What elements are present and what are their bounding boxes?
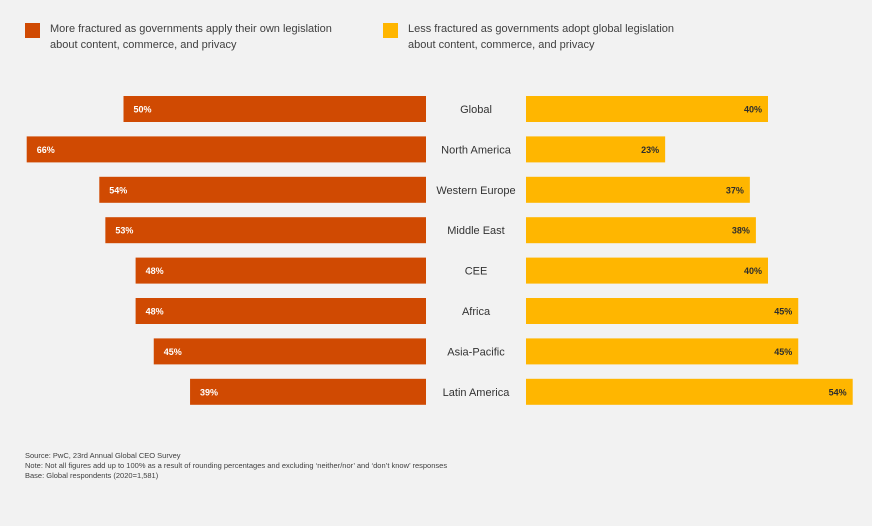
legend-swatch-more-fractured (25, 23, 40, 38)
data-label: 54% (109, 185, 127, 195)
legend-item-less-fractured: Less fractured as governments adopt glob… (383, 21, 728, 53)
bar-less-fractured (526, 217, 756, 244)
category-label: Global (460, 104, 492, 116)
data-label: 53% (115, 226, 133, 236)
legend-label: More fractured as governments apply thei… (50, 21, 370, 53)
bar-less-fractured (526, 338, 799, 365)
category-label: Asia-Pacific (447, 346, 505, 358)
bar-more-fractured (99, 176, 427, 203)
data-label: 48% (146, 307, 164, 317)
diverging-bar-chart: 50% Global 40% 66% North America 23% 54% Wester… (26, 96, 853, 405)
bar-less-fractured (526, 96, 768, 122)
data-label: 54% (829, 387, 847, 397)
data-label: 45% (774, 307, 792, 317)
data-label: 38% (732, 226, 750, 236)
bar-more-fractured (123, 96, 426, 122)
data-label: 50% (134, 105, 152, 115)
bar-less-fractured (526, 176, 750, 203)
bar-more-fractured (135, 298, 426, 324)
bar-less-fractured (526, 136, 666, 163)
category-label: Middle East (447, 225, 504, 237)
bar-more-fractured (153, 338, 426, 365)
bar-less-fractured (526, 298, 799, 324)
legend-label-line2: about content, commerce, and privacy (408, 39, 595, 51)
data-label: 23% (641, 145, 659, 155)
bar-more-fractured (190, 378, 426, 405)
data-label: 66% (37, 145, 55, 155)
source-note: Source: PwC, 23rd Annual Global CEO Surv… (25, 451, 181, 460)
category-label: Latin America (443, 387, 511, 399)
category-label: North America (441, 144, 512, 156)
data-label: 45% (774, 347, 792, 357)
legend-label-line2: about content, commerce, and privacy (50, 39, 237, 51)
bar-less-fractured (526, 378, 853, 405)
data-label: 40% (744, 266, 762, 276)
rounding-note: Note: Not all figures add up to 100% as … (25, 461, 448, 470)
legend-label: Less fractured as governments adopt glob… (408, 21, 728, 53)
data-label: 39% (200, 387, 218, 397)
category-label: Western Europe (436, 185, 515, 197)
legend-swatch-less-fractured (383, 23, 398, 38)
footnotes: Source: PwC, 23rd Annual Global CEO Surv… (25, 451, 447, 481)
data-label: 48% (146, 266, 164, 276)
data-label: 40% (744, 105, 762, 115)
legend-label-line1: More fractured as governments apply thei… (50, 23, 332, 35)
legend-label-line1: Less fractured as governments adopt glob… (408, 23, 674, 35)
category-label: CEE (465, 266, 488, 278)
legend-item-more-fractured: More fractured as governments apply thei… (25, 21, 370, 53)
data-label: 45% (164, 347, 182, 357)
category-label: Africa (462, 306, 491, 318)
base-note: Base: Global respondents (2020=1,581) (25, 471, 159, 480)
bar-more-fractured (135, 257, 426, 284)
bar-less-fractured (526, 257, 768, 284)
data-label: 37% (726, 185, 744, 195)
bar-more-fractured (105, 217, 426, 244)
bar-more-fractured (26, 136, 426, 163)
